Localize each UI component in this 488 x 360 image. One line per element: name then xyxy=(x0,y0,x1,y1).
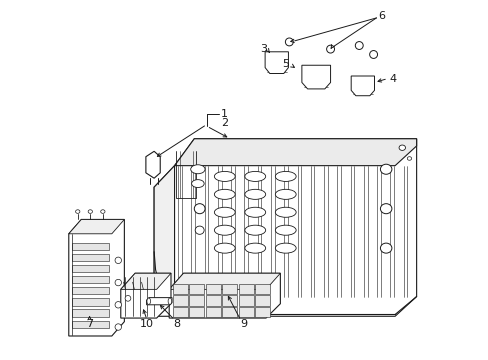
Bar xyxy=(255,284,270,294)
Ellipse shape xyxy=(275,225,296,235)
Ellipse shape xyxy=(275,207,296,217)
Ellipse shape xyxy=(115,324,121,330)
Ellipse shape xyxy=(285,38,293,46)
Polygon shape xyxy=(301,65,330,89)
Ellipse shape xyxy=(214,243,235,253)
Ellipse shape xyxy=(244,171,265,181)
Bar xyxy=(72,298,109,306)
Ellipse shape xyxy=(195,226,203,234)
Ellipse shape xyxy=(214,189,235,199)
Text: 3: 3 xyxy=(259,44,266,54)
Bar xyxy=(72,276,109,283)
Text: 10: 10 xyxy=(140,319,154,329)
Ellipse shape xyxy=(115,257,121,264)
Text: 6: 6 xyxy=(377,11,384,21)
Ellipse shape xyxy=(244,243,265,253)
Ellipse shape xyxy=(101,210,105,213)
Polygon shape xyxy=(169,273,280,289)
Polygon shape xyxy=(174,139,416,166)
Ellipse shape xyxy=(76,210,80,213)
Polygon shape xyxy=(69,220,124,336)
Bar xyxy=(255,307,270,317)
Ellipse shape xyxy=(125,296,131,301)
Ellipse shape xyxy=(275,243,296,253)
Bar xyxy=(222,296,237,306)
Polygon shape xyxy=(154,139,416,316)
Text: 2: 2 xyxy=(221,118,228,128)
Ellipse shape xyxy=(214,171,235,181)
Ellipse shape xyxy=(191,180,203,188)
Text: 8: 8 xyxy=(172,319,180,329)
Bar xyxy=(172,296,187,306)
Ellipse shape xyxy=(88,210,92,213)
Polygon shape xyxy=(350,76,374,96)
Ellipse shape xyxy=(244,207,265,217)
Ellipse shape xyxy=(194,204,204,214)
Polygon shape xyxy=(145,151,160,178)
Bar xyxy=(205,296,221,306)
Ellipse shape xyxy=(244,225,265,235)
Ellipse shape xyxy=(115,279,121,286)
Text: 5: 5 xyxy=(282,59,289,69)
Ellipse shape xyxy=(369,50,377,58)
Ellipse shape xyxy=(380,204,391,214)
Ellipse shape xyxy=(115,302,121,308)
Bar xyxy=(205,307,221,317)
Ellipse shape xyxy=(190,165,204,174)
Bar xyxy=(189,296,204,306)
Ellipse shape xyxy=(355,41,363,49)
Ellipse shape xyxy=(407,157,411,160)
Polygon shape xyxy=(121,273,171,318)
Bar xyxy=(189,284,204,294)
Bar xyxy=(172,284,187,294)
Ellipse shape xyxy=(244,189,265,199)
Bar xyxy=(205,284,221,294)
Bar xyxy=(238,296,253,306)
Ellipse shape xyxy=(398,145,405,150)
Bar xyxy=(72,265,109,272)
Bar xyxy=(238,307,253,317)
Ellipse shape xyxy=(326,45,334,53)
Bar xyxy=(72,243,109,250)
Bar xyxy=(172,307,187,317)
Polygon shape xyxy=(264,52,288,73)
Ellipse shape xyxy=(147,298,150,305)
Ellipse shape xyxy=(275,189,296,199)
Bar xyxy=(72,310,109,317)
Text: 1: 1 xyxy=(221,109,228,119)
Bar xyxy=(222,284,237,294)
Bar xyxy=(72,320,109,328)
Ellipse shape xyxy=(214,225,235,235)
Ellipse shape xyxy=(380,243,391,253)
Ellipse shape xyxy=(214,207,235,217)
Bar xyxy=(72,254,109,261)
Polygon shape xyxy=(146,298,172,305)
Ellipse shape xyxy=(380,164,391,174)
Bar xyxy=(255,296,270,306)
Polygon shape xyxy=(69,220,124,234)
Polygon shape xyxy=(169,273,280,318)
Bar xyxy=(222,307,237,317)
Ellipse shape xyxy=(275,171,296,181)
Bar xyxy=(72,287,109,294)
Polygon shape xyxy=(154,166,174,316)
Ellipse shape xyxy=(168,298,171,305)
Bar xyxy=(189,307,204,317)
Polygon shape xyxy=(121,273,171,289)
Text: 9: 9 xyxy=(240,319,247,329)
Text: 4: 4 xyxy=(389,73,396,84)
Bar xyxy=(238,284,253,294)
Text: 7: 7 xyxy=(86,319,93,329)
